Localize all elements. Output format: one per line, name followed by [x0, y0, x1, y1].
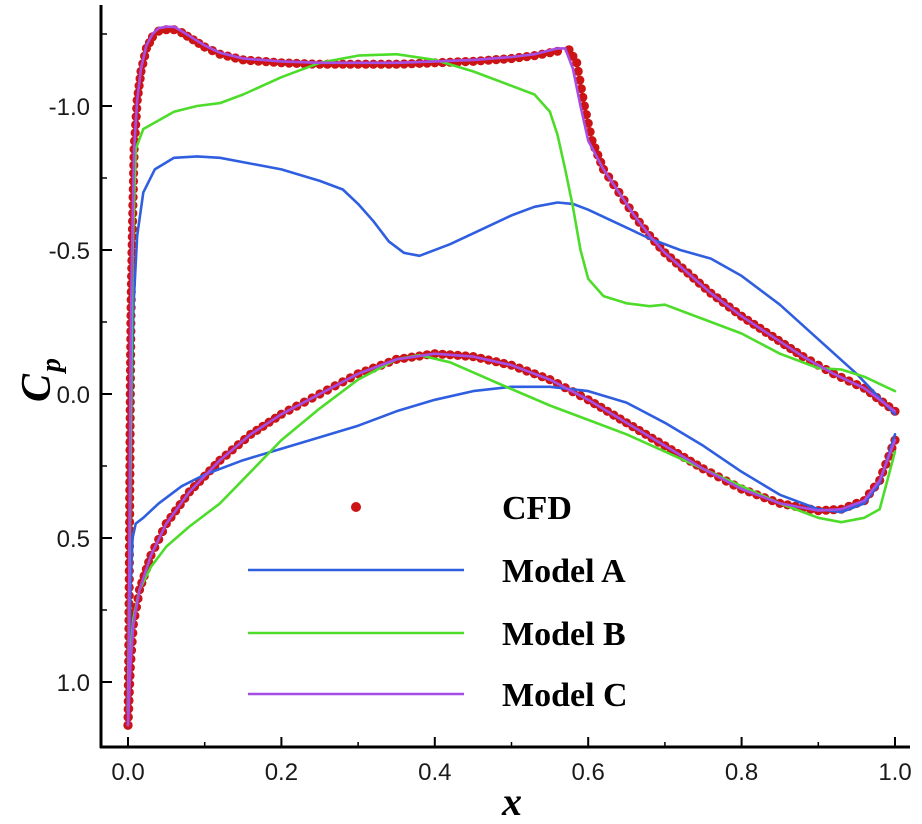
cfd-point [573, 66, 583, 76]
tick-marks [101, 33, 896, 747]
legend-label-cfd: CFD [502, 490, 572, 527]
plot-area [123, 25, 900, 730]
series-model-b [126, 52, 897, 713]
model-a-lower-line [126, 385, 897, 713]
y-axis-title-sub: p [36, 358, 67, 374]
x-tick-label: 0.2 [265, 759, 298, 786]
x-tick-label: 0.4 [418, 759, 451, 786]
x-tick-label: 0.6 [572, 759, 605, 786]
axes-frame [99, 5, 910, 749]
series-model-c [126, 25, 897, 727]
y-tick-label: -1.0 [49, 94, 90, 121]
x-tick-label: 0.0 [111, 759, 144, 786]
model-b-upper-line [126, 52, 897, 713]
x-axis-title: x [501, 779, 522, 824]
y-tick-label: 0.0 [57, 382, 90, 409]
cfd-point [576, 84, 586, 94]
model-b-lower-line [126, 353, 897, 713]
legend-label-model-b: Model B [502, 616, 626, 653]
legend-marker-cfd [351, 502, 361, 512]
y-axis-title: Cp [14, 358, 67, 402]
y-tick-label: 1.0 [57, 670, 90, 697]
legend-label-model-a: Model A [502, 553, 626, 590]
legend-label-model-c: Model C [502, 677, 628, 714]
x-tick-label: 0.8 [725, 759, 758, 786]
model-a-upper-line [126, 155, 897, 713]
series-model-a [126, 155, 897, 713]
y-tick-label: -0.5 [49, 238, 90, 265]
cfd-point [572, 58, 582, 68]
tick-labels: 0.0 0.2 0.4 0.6 0.8 1.0 -1.0 -0.5 0.0 0.5 1.0 [49, 94, 912, 786]
model-c-lower-line [126, 352, 897, 727]
svg-text:Cp: Cp [14, 358, 67, 402]
legend: CFD Model A Model B Model C [248, 490, 628, 714]
y-axis-title-main: C [14, 373, 60, 402]
cfd-point [575, 75, 585, 85]
model-c-upper-line [126, 25, 897, 727]
x-tick-label: 1.0 [878, 759, 911, 786]
y-tick-label: 0.5 [57, 526, 90, 553]
